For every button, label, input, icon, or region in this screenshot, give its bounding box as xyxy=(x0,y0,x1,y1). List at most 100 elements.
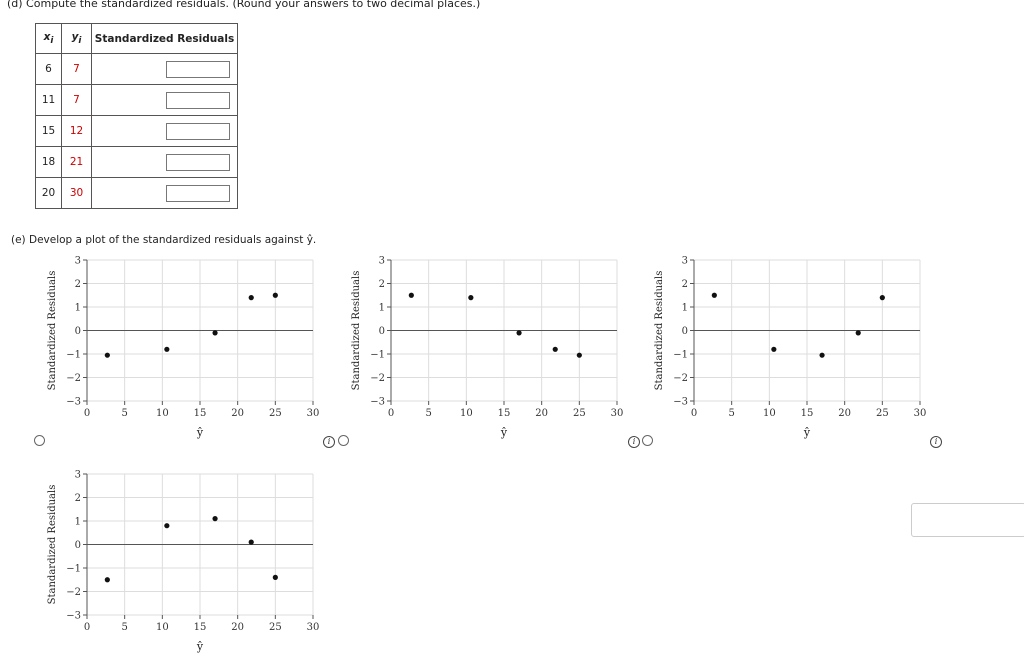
x-tick-label: 25 xyxy=(876,408,889,419)
x-value: 20 xyxy=(35,177,62,209)
x-tick-label: 5 xyxy=(121,622,127,633)
data-point xyxy=(104,577,110,583)
y-value: 7 xyxy=(61,53,92,85)
data-point xyxy=(576,352,582,358)
y-tick-label: 1 xyxy=(379,303,385,314)
y-tick-label: −2 xyxy=(673,373,688,384)
y-tick-label: −1 xyxy=(66,350,81,361)
x-axis-label: ŷ xyxy=(500,426,508,439)
table-row: 18 21 xyxy=(35,146,238,178)
x-tick-label: 20 xyxy=(231,622,244,633)
y-value: 21 xyxy=(61,146,92,178)
x-tick-label: 15 xyxy=(801,408,814,419)
header-x: xi xyxy=(35,23,62,54)
y-axis-label: Standardized Residuals xyxy=(351,271,362,391)
x-tick-label: 20 xyxy=(535,408,548,419)
y-tick-label: −3 xyxy=(66,611,81,622)
part-d-header: (d) Compute the standardized residuals. … xyxy=(0,0,1024,11)
data-point xyxy=(212,516,218,522)
y-tick-label: 1 xyxy=(682,303,688,314)
data-point xyxy=(552,346,558,352)
answer-input[interactable] xyxy=(911,503,1024,537)
x-tick-label: 5 xyxy=(121,408,127,419)
data-point xyxy=(164,346,170,352)
x-tick-label: 10 xyxy=(460,408,473,419)
x-axis-label: ŷ xyxy=(803,426,811,439)
y-tick-label: −1 xyxy=(673,350,688,361)
residual-input-5[interactable] xyxy=(166,184,230,202)
plot-option-1-radio[interactable] xyxy=(34,435,45,446)
data-point xyxy=(104,352,110,358)
data-point xyxy=(272,292,278,298)
y-tick-label: −3 xyxy=(673,397,688,408)
table-row: 15 12 xyxy=(35,115,238,147)
data-point xyxy=(771,346,777,352)
data-point xyxy=(855,330,861,336)
x-tick-label: 25 xyxy=(269,622,282,633)
x-value: 15 xyxy=(35,115,62,147)
plot-option-2-radio[interactable] xyxy=(338,435,349,446)
y-tick-label: 3 xyxy=(379,256,385,267)
y-tick-label: 1 xyxy=(75,517,81,528)
residual-plot-option-2: 3 2 1 0 −1 −2 −3 0 5 10 15 20 25 30 ŷ Standardized Resi… xyxy=(349,255,624,444)
residual-input-1[interactable] xyxy=(166,60,230,78)
residual-input-4[interactable] xyxy=(166,153,230,171)
y-tick-label: −2 xyxy=(66,373,81,384)
x-tick-label: 5 xyxy=(425,408,431,419)
table-row: 20 30 xyxy=(35,177,238,209)
y-tick-label: −3 xyxy=(370,397,385,408)
table-row: 11 7 xyxy=(35,84,238,116)
part-e-prompt: (e) Develop a plot of the standardized r… xyxy=(11,234,317,246)
info-icon[interactable]: i xyxy=(628,436,640,448)
x-tick-label: 10 xyxy=(156,408,169,419)
x-tick-label: 15 xyxy=(194,622,207,633)
table-row: 6 7 xyxy=(35,53,238,85)
x-tick-label: 10 xyxy=(763,408,776,419)
y-tick-label: 3 xyxy=(682,256,688,267)
residual-plot-option-3: 3 2 1 0 −1 −2 −3 0 5 10 15 20 25 30 ŷ Standardized Resi… xyxy=(652,255,927,444)
y-axis-label: Standardized Residuals xyxy=(654,271,665,391)
table-header-row: xi yi Standardized Residuals xyxy=(35,23,238,54)
y-tick-label: 0 xyxy=(75,540,81,551)
y-value: 7 xyxy=(61,84,92,116)
info-icon[interactable]: i xyxy=(930,436,942,448)
data-point xyxy=(272,574,278,580)
x-tick-label: 5 xyxy=(728,408,734,419)
x-tick-label: 30 xyxy=(307,408,320,419)
y-value: 12 xyxy=(61,115,92,147)
x-tick-label: 30 xyxy=(611,408,624,419)
x-tick-label: 30 xyxy=(914,408,927,419)
y-tick-label: −1 xyxy=(370,350,385,361)
part-d-prompt: (d) Compute the standardized residuals. … xyxy=(7,0,481,10)
info-icon[interactable]: i xyxy=(323,436,335,448)
data-point xyxy=(408,292,414,298)
y-axis-label: Standardized Residuals xyxy=(47,271,58,391)
y-tick-label: 0 xyxy=(682,326,688,337)
residual-input-3[interactable] xyxy=(166,122,230,140)
x-tick-label: 15 xyxy=(194,408,207,419)
x-tick-label: 15 xyxy=(498,408,511,419)
y-tick-label: 2 xyxy=(75,279,81,290)
y-tick-label: −1 xyxy=(66,564,81,575)
data-point xyxy=(711,292,717,298)
y-tick-label: 2 xyxy=(75,493,81,504)
y-tick-label: 3 xyxy=(75,256,81,267)
y-tick-label: −3 xyxy=(66,397,81,408)
header-standardized-residuals: Standardized Residuals xyxy=(91,23,238,54)
data-point xyxy=(516,330,522,336)
residual-input-2[interactable] xyxy=(166,91,230,109)
y-tick-label: 0 xyxy=(379,326,385,337)
x-value: 18 xyxy=(35,146,62,178)
plot-option-3-radio[interactable] xyxy=(642,435,653,446)
y-value: 30 xyxy=(61,177,92,209)
x-value: 6 xyxy=(35,53,62,85)
data-point xyxy=(468,295,474,301)
x-tick-label: 25 xyxy=(573,408,586,419)
x-tick-label: 10 xyxy=(156,622,169,633)
x-value: 11 xyxy=(35,84,62,116)
x-tick-label: 25 xyxy=(269,408,282,419)
residual-plot-option-1: 3 2 1 0 −1 −2 −3 0 5 10 15 20 25 30 ŷ Standardized Resi… xyxy=(45,255,320,444)
x-tick-label: 0 xyxy=(84,408,90,419)
